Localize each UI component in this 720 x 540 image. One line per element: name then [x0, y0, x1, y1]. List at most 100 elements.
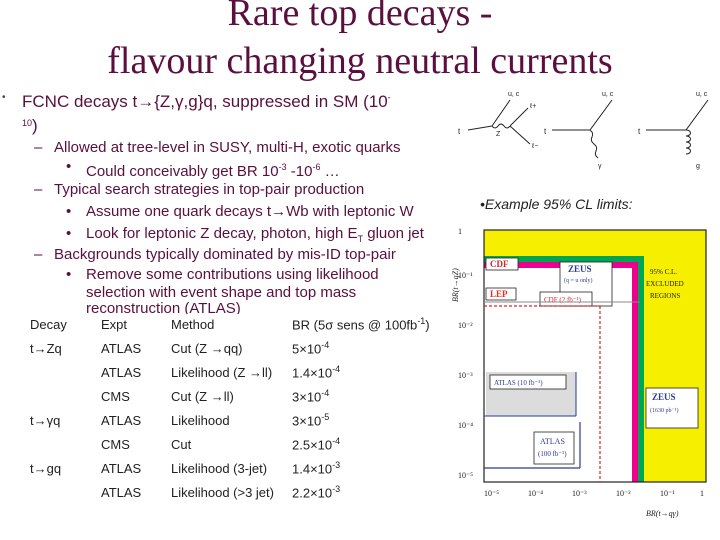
dash-2: –: [34, 181, 43, 198]
cell-decay: [26, 360, 97, 384]
sub-sub-bullet-2: Assume one quark decays t→Wb with lepton…: [86, 203, 414, 221]
br-exponent: -4: [321, 339, 330, 350]
cdf-box: [485, 257, 519, 271]
zeus-bottom-label: ZEUS: [652, 392, 676, 402]
d1-z-label: Z: [496, 131, 501, 138]
title-line-2: flavour changing neutral currents: [107, 40, 613, 82]
cell-method: Likelihood (>3 jet): [171, 484, 274, 500]
d1-lminus-label: ℓ−: [531, 143, 538, 150]
ytick-label-5: 10⁻⁵: [458, 471, 473, 480]
xtick-label-2: 10⁻³: [572, 489, 587, 498]
header-method: Method: [171, 316, 215, 332]
excluded-label-2: EXCLUDED: [646, 280, 684, 288]
feynman-diagrams: t u, c Z ℓ+ ℓ− t u, c γ t u, c g: [458, 91, 709, 170]
lep-box: [485, 287, 517, 301]
br-mantissa: 3×10: [292, 413, 322, 429]
cell-method: Likelihood (3-jet): [171, 460, 268, 476]
title-line-1: Rare top decays -: [227, 0, 493, 34]
ytick-label-0: 1: [458, 227, 462, 236]
header-br-text: BR (5σ sens @ 100fb: [292, 317, 418, 333]
fcnc-exp-dash: -: [387, 92, 391, 103]
bullet-marker: •: [2, 92, 6, 103]
dot-2: •: [66, 203, 72, 220]
sub-sub-bullet-1: Could conceivably get BR 10-3 -10-6 …: [86, 158, 340, 181]
xtick-label-0: 10⁻⁵: [484, 489, 499, 498]
fcnc-sensitivity-table: Decay Expt Method BR (5σ sens @ 100fb-1)…: [26, 312, 434, 504]
feynman-diagram-gamma: [552, 99, 613, 159]
cell-method: Likelihood: [171, 412, 230, 428]
d1-uc-label: u, c: [508, 91, 520, 98]
cell-expt: ATLAS: [101, 484, 142, 500]
atlas100-box: [533, 431, 575, 465]
table-row: ATLAS Likelihood (Z →ll) 1.4×10-4: [26, 360, 434, 384]
d2-gamma-label: γ: [598, 163, 602, 170]
excluded-label-3: REGIONS: [650, 292, 680, 300]
br-mantissa: 5×10: [292, 341, 322, 357]
br-mantissa: 2.5×10: [292, 437, 333, 453]
br-exponent: -4: [332, 435, 341, 446]
atlas10-label: ATLAS (10 fb⁻¹): [494, 379, 543, 387]
assume-text-post: Wb with leptonic W: [286, 203, 414, 220]
dot-3: •: [66, 225, 72, 242]
cell-decay: t→γq: [30, 412, 61, 428]
zeus-top-label: ZEUS: [568, 264, 592, 274]
header-br-exp: -1: [417, 315, 426, 326]
plot-frame: [483, 229, 707, 483]
br-exponent: -4: [332, 363, 341, 374]
cell-br: 5×10-4: [288, 336, 434, 360]
cell-br: 1.4×10-3: [288, 456, 434, 480]
d1-lplus-label: ℓ+: [529, 103, 536, 110]
et-subscript: T: [357, 234, 364, 244]
sub-sub-bullet-4-cont-1: selection with event shape and top mass: [86, 284, 357, 301]
d2-t-label: t: [544, 127, 547, 136]
fcnc-text-mid: {Z,: [154, 92, 176, 111]
cell-method: Cut (Z →ll): [171, 388, 234, 404]
fcnc-exp-value: 10: [22, 118, 33, 128]
zeus-box-bottom: [645, 387, 699, 429]
br-exponent: -5: [321, 411, 330, 422]
table-row: CMS Cut (Z →ll) 3×10-4: [26, 384, 434, 408]
header-br-close: ): [425, 317, 430, 333]
cell-expt: ATLAS: [101, 364, 142, 380]
cell-br: 3×10-5: [288, 408, 434, 432]
ytick-label-3: 10⁻³: [458, 371, 473, 380]
cell-expt: CMS: [101, 436, 130, 452]
cell-br: 2.2×10-3: [288, 480, 434, 504]
fcnc-text-prefix: FCNC decays t: [22, 92, 138, 111]
sub-sub-bullet-4-cont-2: reconstruction (ATLAS): [86, 300, 241, 314]
table-row: CMS Cut 2.5×10-4: [26, 432, 434, 456]
table-row: ATLAS Likelihood (>3 jet) 2.2×10-3: [26, 480, 434, 504]
fcnc-bullet: FCNC decays t→{Z,γ,g}q, suppressed in SM…: [22, 92, 391, 112]
table-row: t→gq ATLAS Likelihood (3-jet) 1.4×10-3: [26, 456, 434, 480]
d3-uc-label: u, c: [696, 91, 708, 98]
cdf-label: CDF: [490, 259, 509, 269]
header-expt: Expt: [101, 316, 128, 332]
cell-br: 2.5×10-4: [288, 432, 434, 456]
cell-expt: ATLAS: [101, 460, 142, 476]
table-row: t→Zq ATLAS Cut (Z →qq) 5×10-4: [26, 336, 434, 360]
example-limits-label: •Example 95% CL limits:: [480, 196, 633, 212]
xtick-label-5: 1: [700, 489, 704, 498]
br-ellipsis: …: [320, 163, 340, 180]
lep-label: LEP: [490, 289, 508, 299]
cell-decay: t→gq: [30, 460, 62, 476]
feynman-diagram-z: [467, 99, 531, 145]
ytick-label-1: 10⁻¹: [458, 271, 473, 280]
fcnc-text-suffix: ,g}q, suppressed in SM (10: [183, 92, 388, 111]
br-exp-2: -6: [312, 162, 321, 172]
dash-1: –: [34, 139, 43, 156]
br-text: Could conceivably get BR 10: [86, 163, 279, 180]
sub-bullet-3: Backgrounds typically dominated by mis-I…: [54, 246, 396, 263]
arrow-symbol: →: [271, 203, 287, 220]
d3-t-label: t: [638, 127, 641, 136]
sub-bullet-2: Typical search strategies in top-pair pr…: [54, 181, 365, 198]
atlas100-label: ATLAS: [540, 437, 565, 446]
feynman-diagram-gluon: [646, 99, 709, 155]
cell-decay: [26, 432, 97, 456]
d2-uc-label: u, c: [602, 91, 614, 98]
sub-sub-bullet-3: Look for leptonic Z decay, photon, high …: [86, 225, 424, 248]
dash-3: –: [34, 246, 43, 263]
atlas10-box: [489, 374, 567, 390]
gamma-symbol: γ: [175, 92, 184, 111]
br-exponent: -3: [332, 459, 341, 470]
